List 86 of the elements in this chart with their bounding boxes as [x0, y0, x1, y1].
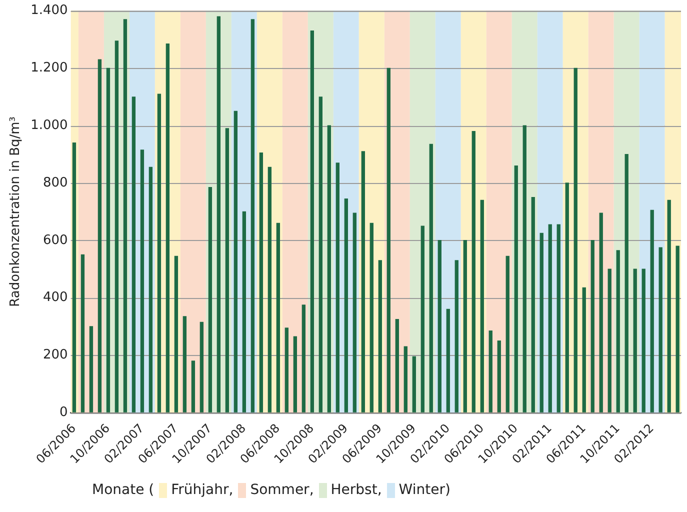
- legend-label: Frühjahr,: [171, 482, 234, 498]
- bar: [488, 330, 492, 412]
- bar: [318, 96, 322, 412]
- bar: [624, 154, 628, 412]
- y-tick-label: 400: [42, 290, 68, 306]
- y-tick-label: 1.400: [30, 3, 68, 18]
- bar: [182, 316, 187, 412]
- bar: [276, 222, 280, 412]
- bar: [310, 30, 314, 412]
- bar: [522, 125, 526, 412]
- bar: [556, 224, 560, 412]
- bar: [395, 318, 399, 412]
- bar: [378, 260, 382, 412]
- bar: [72, 142, 76, 412]
- bar: [582, 287, 586, 412]
- bar: [234, 110, 238, 412]
- bar: [463, 240, 467, 412]
- bar: [148, 166, 153, 412]
- bar: [650, 210, 654, 412]
- bar: [446, 308, 450, 412]
- bar: [250, 19, 255, 412]
- bar: [506, 256, 510, 412]
- legend-label: Sommer,: [250, 482, 314, 498]
- bar: [191, 360, 196, 412]
- bar: [259, 152, 264, 412]
- bar: [208, 186, 212, 412]
- legend-title: Monate (: [92, 482, 154, 498]
- bar: [454, 260, 458, 412]
- bar: [200, 322, 204, 412]
- bar: [302, 304, 306, 412]
- bar: [438, 240, 442, 412]
- bar: [284, 328, 289, 412]
- bar: [540, 232, 544, 412]
- bar: [676, 246, 680, 412]
- bar: [106, 68, 110, 412]
- bar: [642, 268, 646, 412]
- bar: [361, 151, 365, 412]
- bar: [327, 125, 331, 412]
- bar: [268, 166, 272, 412]
- bar: [497, 340, 501, 412]
- bar: [174, 256, 178, 412]
- bar: [336, 162, 340, 412]
- bar: [225, 128, 230, 412]
- bar: [132, 96, 136, 412]
- bar: [472, 131, 476, 412]
- bar: [420, 226, 424, 412]
- bar: [140, 150, 144, 412]
- y-tick-label: 1.000: [30, 118, 68, 133]
- bar: [608, 268, 612, 412]
- bar: [531, 197, 535, 412]
- legend-label: Herbst,: [330, 482, 382, 498]
- bar: [599, 212, 603, 412]
- bar: [480, 200, 484, 412]
- bar: [574, 68, 578, 412]
- bar: [157, 94, 162, 412]
- bar: [565, 182, 569, 412]
- bar: [658, 247, 662, 412]
- bar: [80, 254, 85, 412]
- bar: [89, 326, 94, 412]
- bar: [548, 224, 552, 412]
- bar: [667, 200, 671, 412]
- bar: [429, 144, 433, 412]
- bar: [412, 356, 416, 412]
- bar: [123, 19, 128, 412]
- bar: [616, 250, 620, 412]
- bar: [166, 43, 170, 412]
- bar: [404, 346, 408, 412]
- y-tick-label: 600: [42, 232, 68, 248]
- y-axis-title: Radonkonzentration in Bq/m³: [8, 116, 24, 307]
- bar: [514, 165, 518, 412]
- y-tick-label: 800: [42, 175, 68, 190]
- bar: [344, 198, 348, 412]
- bar: [590, 240, 594, 412]
- legend-label: Winter): [398, 482, 450, 498]
- y-tick-label: 0: [60, 404, 68, 420]
- bar: [633, 268, 637, 412]
- bar: [114, 40, 119, 412]
- bar: [370, 222, 374, 412]
- bar: [352, 212, 356, 412]
- bar: [216, 16, 221, 412]
- bar: [242, 211, 246, 412]
- bar: [98, 59, 102, 412]
- y-tick-label: 1.200: [30, 60, 68, 76]
- bar: [293, 336, 298, 412]
- y-tick-label: 200: [42, 348, 68, 363]
- bar: [386, 68, 390, 412]
